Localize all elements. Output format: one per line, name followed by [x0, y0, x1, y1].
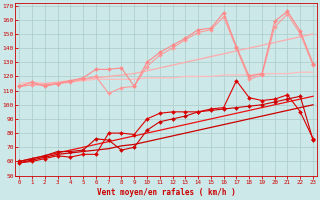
X-axis label: Vent moyen/en rafales ( km/h ): Vent moyen/en rafales ( km/h )	[97, 188, 236, 197]
